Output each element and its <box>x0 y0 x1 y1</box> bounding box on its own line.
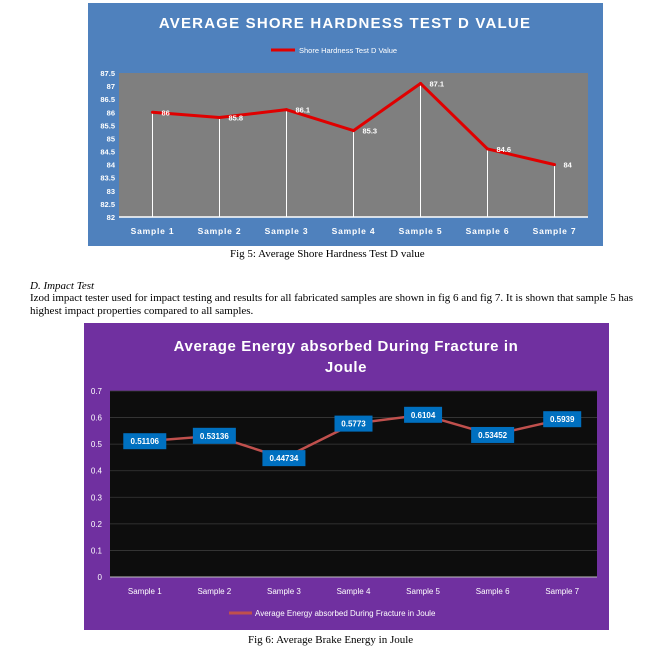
data-label: 0.6104 <box>411 411 436 420</box>
legend-label: Shore Hardness Test D Value <box>299 46 397 55</box>
data-label: 84.6 <box>497 145 512 154</box>
impact-energy-chart: Average Energy absorbed During Fracture … <box>84 323 609 630</box>
y-tick-label: 0.1 <box>91 546 103 555</box>
y-tick-label: 82.5 <box>100 200 115 209</box>
x-tick-label: Sample 7 <box>533 226 577 236</box>
data-point <box>151 110 154 114</box>
x-tick-label: Sample 4 <box>337 587 371 596</box>
data-label: 0.44734 <box>269 454 298 463</box>
data-label: 87.1 <box>430 79 445 88</box>
y-tick-label: 83 <box>107 187 115 196</box>
x-tick-label: Sample 2 <box>198 226 242 236</box>
x-tick-label: Sample 6 <box>466 226 510 236</box>
y-tick-label: 0.7 <box>91 387 103 396</box>
section-body: Izod impact tester used for impact testi… <box>30 292 634 317</box>
data-label: 0.53452 <box>478 431 507 440</box>
data-point <box>285 108 288 112</box>
data-point <box>553 163 556 167</box>
data-label: 0.51106 <box>131 437 160 446</box>
x-tick-label: Sample 3 <box>267 587 301 596</box>
y-tick-label: 0.6 <box>91 414 103 423</box>
chart-title-line-1: Average Energy absorbed During Fracture … <box>174 338 519 355</box>
x-tick-label: Sample 1 <box>131 226 175 236</box>
data-label-box <box>192 427 236 444</box>
data-point <box>419 81 422 85</box>
y-tick-label: 0.2 <box>91 520 103 529</box>
fig5-caption: Fig 5: Average Shore Hardness Test D val… <box>230 248 425 260</box>
data-label: 86.1 <box>296 106 311 115</box>
y-tick-label: 0.5 <box>91 440 103 449</box>
data-label-box <box>543 411 582 428</box>
data-label: 0.5773 <box>341 420 366 429</box>
data-label: 0.5939 <box>550 415 575 424</box>
y-tick-label: 86.5 <box>100 95 115 104</box>
section-heading: D. Impact Test <box>30 280 95 292</box>
y-tick-label: 85 <box>107 134 115 143</box>
y-tick-label: 86 <box>107 108 115 117</box>
fig6-caption: Fig 6: Average Brake Energy in Joule <box>248 634 414 646</box>
x-tick-label: Sample 4 <box>332 226 376 236</box>
legend-label: Average Energy absorbed During Fracture … <box>255 609 436 618</box>
x-tick-label: Sample 2 <box>197 587 231 596</box>
x-tick-label: Sample 3 <box>265 226 309 236</box>
data-label-box <box>334 415 373 432</box>
y-tick-label: 0.4 <box>91 467 103 476</box>
y-tick-label: 87.5 <box>100 69 115 78</box>
y-tick-label: 0.3 <box>91 493 103 502</box>
data-label: 85.8 <box>229 114 244 123</box>
x-tick-label: Sample 1 <box>128 587 162 596</box>
data-label-box <box>262 450 306 467</box>
y-tick-label: 85.5 <box>100 121 115 130</box>
y-tick-label: 0 <box>98 573 103 582</box>
x-tick-label: Sample 5 <box>406 587 440 596</box>
chart-title: AVERAGE SHORE HARDNESS TEST D VALUE <box>159 15 531 32</box>
data-label: 84 <box>564 161 573 170</box>
hardness-chart-svg: AVERAGE SHORE HARDNESS TEST D VALUE Shore… <box>100 15 588 236</box>
data-point <box>352 129 355 133</box>
data-label: 85.3 <box>363 127 378 136</box>
hardness-chart: AVERAGE SHORE HARDNESS TEST D VALUE Shore… <box>88 3 603 246</box>
data-label-box <box>471 426 515 443</box>
y-tick-label: 84 <box>107 161 116 170</box>
x-tick-label: Sample 7 <box>545 587 579 596</box>
data-point <box>486 147 489 151</box>
x-tick-label: Sample 5 <box>399 226 443 236</box>
y-tick-label: 87 <box>107 82 115 91</box>
data-label: 86 <box>162 108 170 117</box>
y-tick-label: 84.5 <box>100 148 115 157</box>
data-label-box <box>404 406 443 423</box>
data-label-box <box>123 433 167 450</box>
y-tick-label: 82 <box>107 213 115 222</box>
y-tick-label: 83.5 <box>100 174 115 183</box>
data-label: 0.53136 <box>200 432 229 441</box>
x-tick-label: Sample 6 <box>476 587 510 596</box>
chart-title-line-2: Joule <box>325 359 367 376</box>
data-point <box>218 116 221 120</box>
impact-energy-chart-svg: Average Energy absorbed During Fracture … <box>91 338 597 618</box>
